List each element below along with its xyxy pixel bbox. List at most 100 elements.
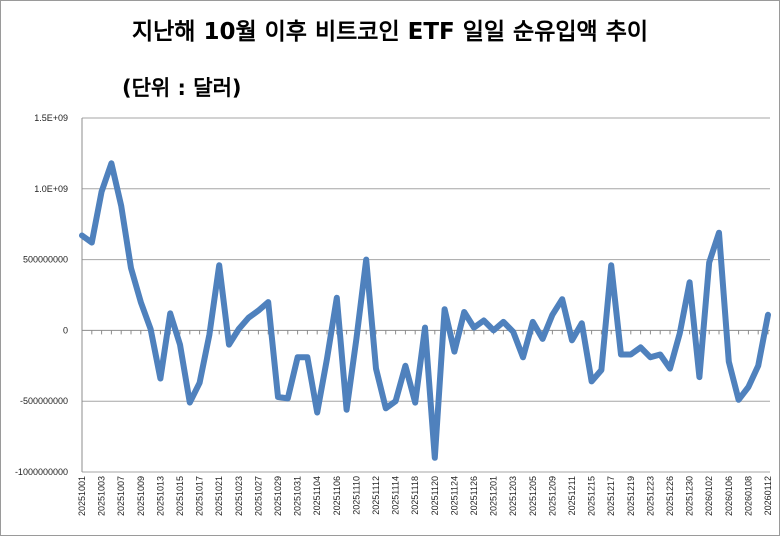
data-point — [424, 327, 426, 329]
chart-title: 지난해 10월 이후 비트코인 ETF 일일 순유입액 추이 — [131, 19, 649, 45]
data-point — [414, 402, 416, 404]
data-point — [267, 301, 269, 303]
data-point — [679, 332, 681, 334]
data-point — [336, 297, 338, 299]
data-point — [199, 382, 201, 384]
data-point — [169, 312, 171, 314]
x-tick-label: 20251211 — [567, 476, 577, 515]
chart-subtitle: (단위 : 달러) — [122, 76, 242, 100]
series — [79, 160, 771, 461]
series-line — [79, 160, 771, 461]
data-point — [483, 319, 485, 321]
data-point — [551, 314, 553, 316]
data-point — [228, 344, 230, 346]
data-point — [218, 264, 220, 266]
data-point — [532, 321, 534, 323]
x-tick-label: 20251027 — [253, 476, 263, 516]
x-tick-label: 20251007 — [116, 476, 126, 516]
data-point — [355, 338, 357, 340]
x-tick-label: 20251112 — [371, 476, 381, 515]
data-point — [522, 356, 524, 358]
data-point — [326, 358, 328, 360]
data-point — [463, 311, 465, 313]
data-point — [91, 242, 93, 244]
x-tick-label: 20251215 — [587, 476, 597, 516]
data-point — [512, 331, 514, 333]
data-point — [140, 301, 142, 303]
data-point — [659, 353, 661, 355]
data-point — [747, 386, 749, 388]
data-point — [453, 351, 455, 353]
x-tick-label: 20260102 — [704, 476, 714, 516]
data-point — [248, 317, 250, 319]
data-point — [395, 400, 397, 402]
data-point — [591, 380, 593, 382]
data-point — [120, 205, 122, 207]
data-point — [561, 298, 563, 300]
x-tick-label: 20251009 — [136, 476, 146, 516]
data-point — [238, 328, 240, 330]
data-point — [385, 407, 387, 409]
x-tick-label: 20260108 — [743, 476, 753, 516]
x-tick-label: 20251205 — [528, 476, 538, 516]
data-point — [444, 308, 446, 310]
x-tick-label: 20260112 — [763, 476, 773, 515]
data-point — [698, 376, 700, 378]
data-point — [728, 361, 730, 363]
data-point — [101, 191, 103, 193]
data-point — [542, 338, 544, 340]
data-point — [287, 397, 289, 399]
x-tick-label: 20251230 — [685, 476, 695, 516]
data-point — [473, 327, 475, 329]
x-tick-label: 20251029 — [273, 476, 283, 516]
x-tick-label: 20251217 — [606, 476, 616, 516]
y-tick-label: 1.0E+09 — [34, 184, 68, 194]
x-tick-label: 20251003 — [97, 476, 107, 516]
data-point — [179, 344, 181, 346]
y-tick-label: -500000000 — [20, 396, 68, 406]
data-point — [434, 457, 436, 459]
y-tick-label: -1000000000 — [15, 467, 68, 477]
data-point — [718, 232, 720, 234]
data-point — [640, 346, 642, 348]
x-tick-label: 20251104 — [312, 476, 322, 515]
x-tick-label: 20251223 — [645, 476, 655, 516]
data-point — [110, 162, 112, 164]
x-tick-label: 20251017 — [195, 476, 205, 516]
data-point — [208, 334, 210, 336]
x-tick-label: 20251120 — [430, 476, 440, 515]
data-point — [757, 365, 759, 367]
data-point — [649, 356, 651, 358]
data-point — [708, 261, 710, 263]
data-point — [277, 396, 279, 398]
y-axis: 1.5E+09 1.0E+09 500000000 0 -500000000 -10000… — [15, 113, 83, 477]
data-point — [316, 412, 318, 414]
data-point — [502, 321, 504, 323]
data-point — [610, 264, 612, 266]
x-tick-label: 20251015 — [175, 476, 185, 516]
data-point — [767, 314, 769, 316]
data-point — [571, 339, 573, 341]
data-point — [189, 402, 191, 404]
y-tick-label: 500000000 — [23, 255, 68, 265]
y-tick-label: 0 — [63, 325, 68, 335]
data-point — [150, 328, 152, 330]
x-tick-label: 20251114 — [391, 476, 401, 515]
x-tick-label: 20251201 — [489, 476, 499, 516]
x-tick-label: 20251124 — [449, 476, 459, 515]
x-tick-label: 20260106 — [724, 476, 734, 516]
data-point — [346, 409, 348, 411]
x-tick-label: 20251126 — [469, 476, 479, 515]
x-tick-label: 20251023 — [234, 476, 244, 516]
x-tick-label: 20251013 — [155, 476, 165, 516]
data-point — [493, 329, 495, 331]
x-tick-label: 20251226 — [665, 476, 675, 516]
data-point — [130, 267, 132, 269]
gridlines — [82, 117, 770, 473]
x-tick-label: 20251203 — [508, 476, 518, 516]
data-point — [689, 281, 691, 283]
y-tick-label: 1.5E+09 — [34, 113, 68, 123]
x-tick-label: 20251001 — [77, 476, 87, 516]
x-tick-label: 20251106 — [332, 476, 342, 515]
